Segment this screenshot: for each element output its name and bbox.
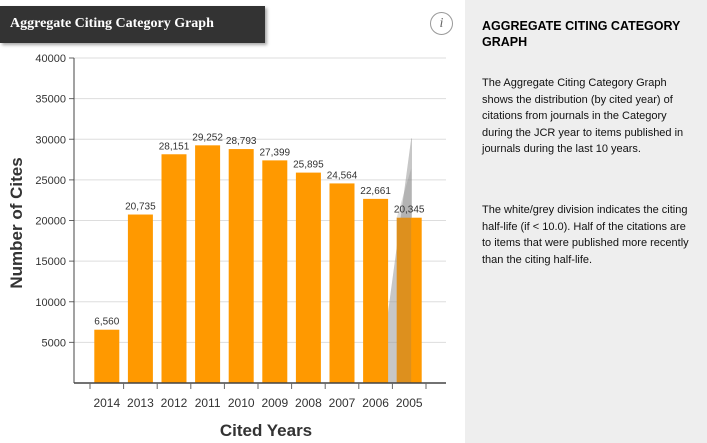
value-label-2005: 20,345 [394, 205, 425, 216]
description-paragraph-1: The Aggregate Citing Category Graph show… [482, 77, 684, 155]
y-tick-label: 30000 [35, 134, 66, 146]
x-tick-label-2009: 2009 [261, 396, 288, 410]
chart-title: Aggregate Citing Category Graph [10, 16, 214, 31]
description-title: AGGREGATE CITING CATEGORY GRAPH [482, 19, 681, 49]
description-paragraph-2: The white/grey division indicates the ci… [482, 204, 689, 266]
x-tick-label-2006: 2006 [362, 396, 389, 410]
bar-2006 [363, 198, 389, 383]
x-tick-label-2011: 2011 [195, 396, 221, 410]
value-label-2009: 27,399 [260, 147, 291, 158]
value-label-2008: 25,895 [293, 160, 324, 171]
x-tick-label-2007: 2007 [329, 396, 356, 410]
x-tick-label-2013: 2013 [127, 396, 154, 410]
x-tick-label-2012: 2012 [161, 396, 188, 410]
x-tick-label-2010: 2010 [228, 396, 255, 410]
value-label-2014: 6,560 [94, 317, 119, 328]
info-icon[interactable]: i [430, 12, 453, 35]
bar-2014 [94, 329, 120, 383]
half-life-overlay [396, 168, 412, 383]
chart-panel: 6,560 20,735 28,151 29,252 28,793 27,399 25,89… [0, 6, 453, 440]
bar-2008 [295, 172, 321, 383]
y-tick-label: 10000 [35, 297, 66, 309]
y-tick-label: 20000 [35, 216, 66, 228]
value-label-2012: 28,151 [159, 141, 190, 152]
chart-title-tab: Aggregate Citing Category Graph [0, 6, 265, 43]
value-label-2011: 29,252 [192, 132, 223, 143]
value-label-2007: 24,564 [327, 170, 358, 181]
bar-2005 [396, 217, 422, 383]
tick-labels: 5000 10000 15000 20000 25000 30000 35000 40000 2… [35, 53, 422, 410]
x-tick-label-2005: 2005 [396, 396, 423, 410]
bar-2013 [127, 214, 153, 383]
value-label-2006: 22,661 [360, 186, 391, 197]
description-panel: AGGREGATE CITING CATEGORY GRAPH The Aggr… [465, 0, 707, 443]
y-tick-label: 25000 [35, 175, 66, 187]
bars [94, 145, 422, 383]
y-tick-label: 40000 [35, 53, 66, 65]
y-axis-label: Number of Cites [7, 157, 26, 288]
value-label-2010: 28,793 [226, 136, 257, 147]
x-tick-label-2014: 2014 [93, 396, 120, 410]
grid-lines [69, 57, 446, 343]
y-tick-label: 35000 [35, 94, 66, 106]
bar-2007 [329, 183, 355, 383]
x-axis-label: Cited Years [220, 421, 312, 440]
half-life-overlay-bar [396, 168, 412, 383]
bar-2011 [195, 145, 221, 383]
axes [73, 58, 446, 389]
value-label-2013: 20,735 [125, 202, 156, 213]
y-tick-label: 5000 [42, 337, 66, 349]
bar-2010 [228, 149, 254, 383]
y-tick-label: 15000 [35, 256, 66, 268]
bar-2009 [262, 160, 288, 383]
bar-2012 [161, 154, 187, 383]
x-tick-label-2008: 2008 [295, 396, 322, 410]
